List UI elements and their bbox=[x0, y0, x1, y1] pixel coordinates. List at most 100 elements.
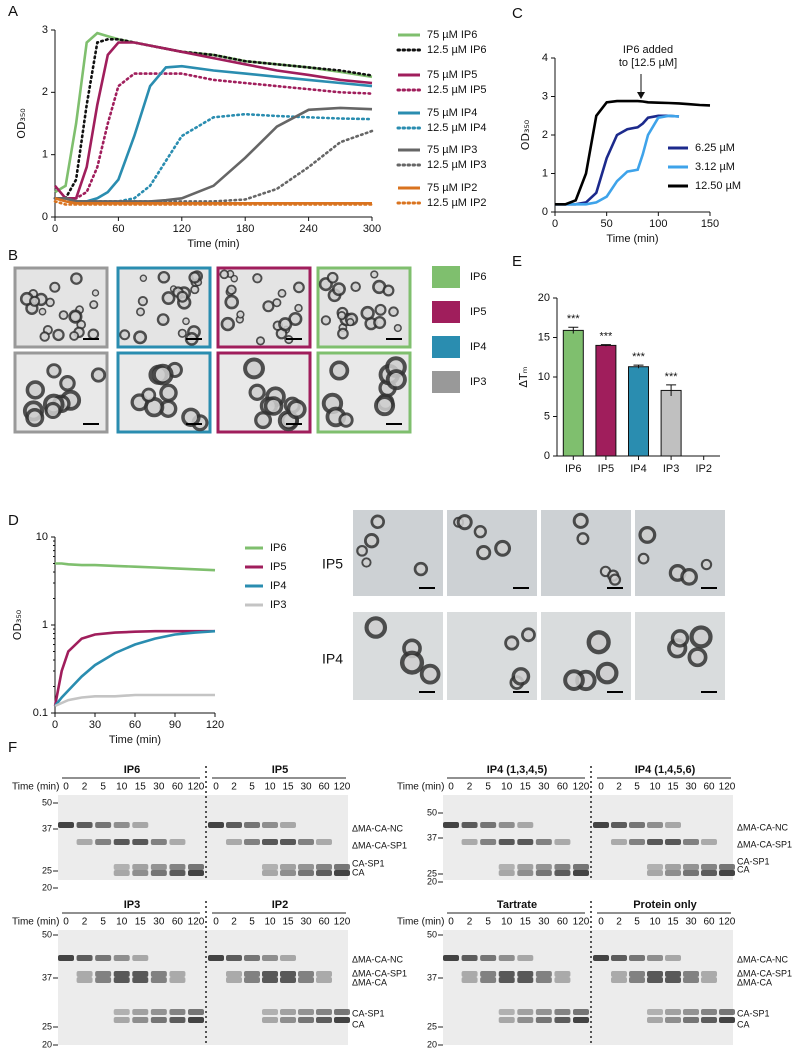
particle bbox=[182, 317, 190, 326]
y-tick-label: 1 bbox=[542, 167, 548, 179]
particle bbox=[521, 627, 536, 643]
band-label: ΔMA-CA-SP1 bbox=[352, 840, 407, 850]
particle bbox=[689, 625, 713, 649]
lane-label: 30 bbox=[685, 917, 697, 928]
gel-band bbox=[169, 870, 186, 876]
gel-band bbox=[498, 1017, 515, 1023]
panel-label: F bbox=[8, 739, 17, 756]
x-tick-label: 100 bbox=[649, 218, 667, 230]
lane-label: 30 bbox=[685, 782, 697, 793]
particle bbox=[337, 311, 347, 321]
bar bbox=[628, 366, 649, 457]
micrograph bbox=[635, 510, 725, 596]
particle bbox=[219, 269, 230, 280]
mw-marker: 37 bbox=[427, 972, 437, 982]
legend-label: IP5 bbox=[270, 561, 287, 573]
bar bbox=[595, 344, 617, 457]
lane-label: 60 bbox=[172, 917, 184, 928]
particle bbox=[576, 532, 590, 546]
gel-band bbox=[113, 1009, 130, 1015]
arrow-head bbox=[637, 92, 645, 99]
particle bbox=[638, 525, 657, 544]
particle bbox=[680, 567, 698, 586]
particle bbox=[70, 272, 83, 285]
lane-label: 10 bbox=[116, 917, 128, 928]
series-line bbox=[555, 99, 711, 206]
particle bbox=[572, 512, 589, 529]
lane-label: 2 bbox=[82, 782, 88, 793]
gel-band bbox=[629, 955, 645, 961]
particle bbox=[224, 294, 240, 310]
gel-band bbox=[665, 870, 681, 876]
gel-band bbox=[132, 977, 149, 983]
lane-label: 0 bbox=[63, 917, 69, 928]
mw-marker: 50 bbox=[427, 929, 437, 939]
gel-band bbox=[334, 1017, 350, 1023]
gel-band bbox=[226, 971, 242, 977]
lane-label: 120 bbox=[334, 917, 351, 928]
particle bbox=[346, 318, 355, 327]
lane-label: 120 bbox=[573, 782, 590, 793]
particle bbox=[87, 328, 100, 341]
gel-band bbox=[113, 1017, 130, 1023]
gel-band bbox=[280, 977, 296, 983]
gel-band bbox=[683, 839, 699, 845]
particle bbox=[364, 616, 388, 639]
gel-band bbox=[132, 864, 149, 870]
x-axis-label: Time (min) bbox=[187, 238, 239, 250]
gel-band bbox=[611, 839, 627, 845]
y-axis-label: ΔTₘ bbox=[517, 366, 530, 387]
gel-band bbox=[95, 839, 112, 845]
gel-title: Tartrate bbox=[497, 899, 537, 911]
particle bbox=[320, 315, 332, 326]
particle bbox=[46, 363, 62, 379]
particle bbox=[248, 383, 266, 401]
micrograph bbox=[447, 612, 537, 700]
lane-label: 5 bbox=[485, 782, 491, 793]
series-line bbox=[555, 114, 680, 206]
mw-marker: 20 bbox=[42, 882, 52, 892]
gel-band bbox=[298, 839, 314, 845]
particle bbox=[586, 630, 611, 655]
mw-marker: 20 bbox=[42, 1039, 52, 1049]
legend-label: IP6 bbox=[270, 542, 287, 554]
gel-band bbox=[208, 955, 224, 961]
gel-band bbox=[262, 1009, 278, 1015]
particle bbox=[413, 561, 429, 577]
gel-band bbox=[150, 839, 167, 845]
lane-label: 15 bbox=[282, 782, 294, 793]
gel-band bbox=[480, 971, 497, 977]
gel-title: IP4 (1,4,5,6) bbox=[635, 764, 696, 776]
y-tick-label: 3 bbox=[542, 90, 548, 102]
gel-band bbox=[683, 870, 699, 876]
band-label: CA bbox=[737, 864, 750, 874]
legend-label: IP3 bbox=[270, 599, 287, 611]
gel-band bbox=[517, 822, 534, 828]
particle bbox=[563, 669, 585, 691]
y-tick-label: 10 bbox=[36, 531, 48, 543]
gel-band bbox=[554, 1017, 571, 1023]
lane-label: 5 bbox=[249, 917, 255, 928]
particle bbox=[637, 552, 650, 565]
particle bbox=[236, 310, 245, 319]
particle bbox=[670, 629, 690, 648]
lane-label: 2 bbox=[231, 782, 237, 793]
gel-band bbox=[76, 971, 93, 977]
gel-band bbox=[535, 1017, 552, 1023]
gel-band bbox=[665, 1009, 681, 1015]
particle bbox=[49, 281, 61, 293]
gel-band bbox=[498, 870, 515, 876]
gel-band bbox=[647, 1017, 663, 1023]
gel-band bbox=[517, 1009, 534, 1015]
gel-band bbox=[298, 870, 314, 876]
particle bbox=[243, 357, 265, 380]
gel-band bbox=[169, 864, 186, 870]
band-label: ΔMA-CA-NC bbox=[737, 954, 789, 964]
lane-label: 10 bbox=[501, 917, 513, 928]
series-line bbox=[53, 112, 374, 203]
gel-band bbox=[611, 955, 627, 961]
x-tick-label: 50 bbox=[601, 218, 613, 230]
band-label: ΔMA-CA-NC bbox=[352, 954, 404, 964]
gel-band bbox=[262, 864, 278, 870]
panel-label: E bbox=[512, 253, 522, 270]
